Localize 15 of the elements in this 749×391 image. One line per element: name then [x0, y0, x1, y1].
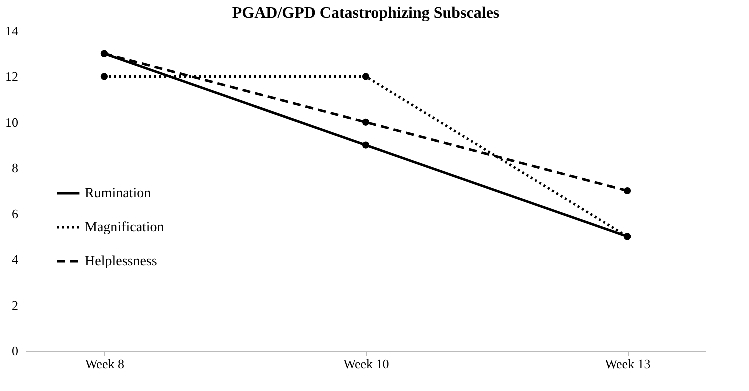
x-tick-label: Week 10: [344, 356, 390, 372]
chart-title: PGAD/GPD Catastrophizing Subscales: [232, 5, 500, 22]
y-tick-label: 10: [6, 114, 18, 130]
y-tick-label: 6: [12, 206, 19, 222]
y-tick-label: 4: [12, 252, 19, 268]
y-tick-label: 8: [12, 160, 18, 176]
x-tick-label: Week 13: [605, 356, 651, 372]
y-tick-label: 2: [12, 298, 18, 313]
legend-label: Helplessness: [85, 254, 158, 270]
y-tick-label: 12: [6, 69, 18, 84]
y-tick-label: 14: [6, 24, 19, 38]
legend-label: Rumination: [85, 186, 152, 202]
x-tick-label: Week 8: [85, 356, 124, 372]
y-tick-label: 0: [12, 344, 18, 358]
legend-label: Magnification: [85, 220, 164, 236]
